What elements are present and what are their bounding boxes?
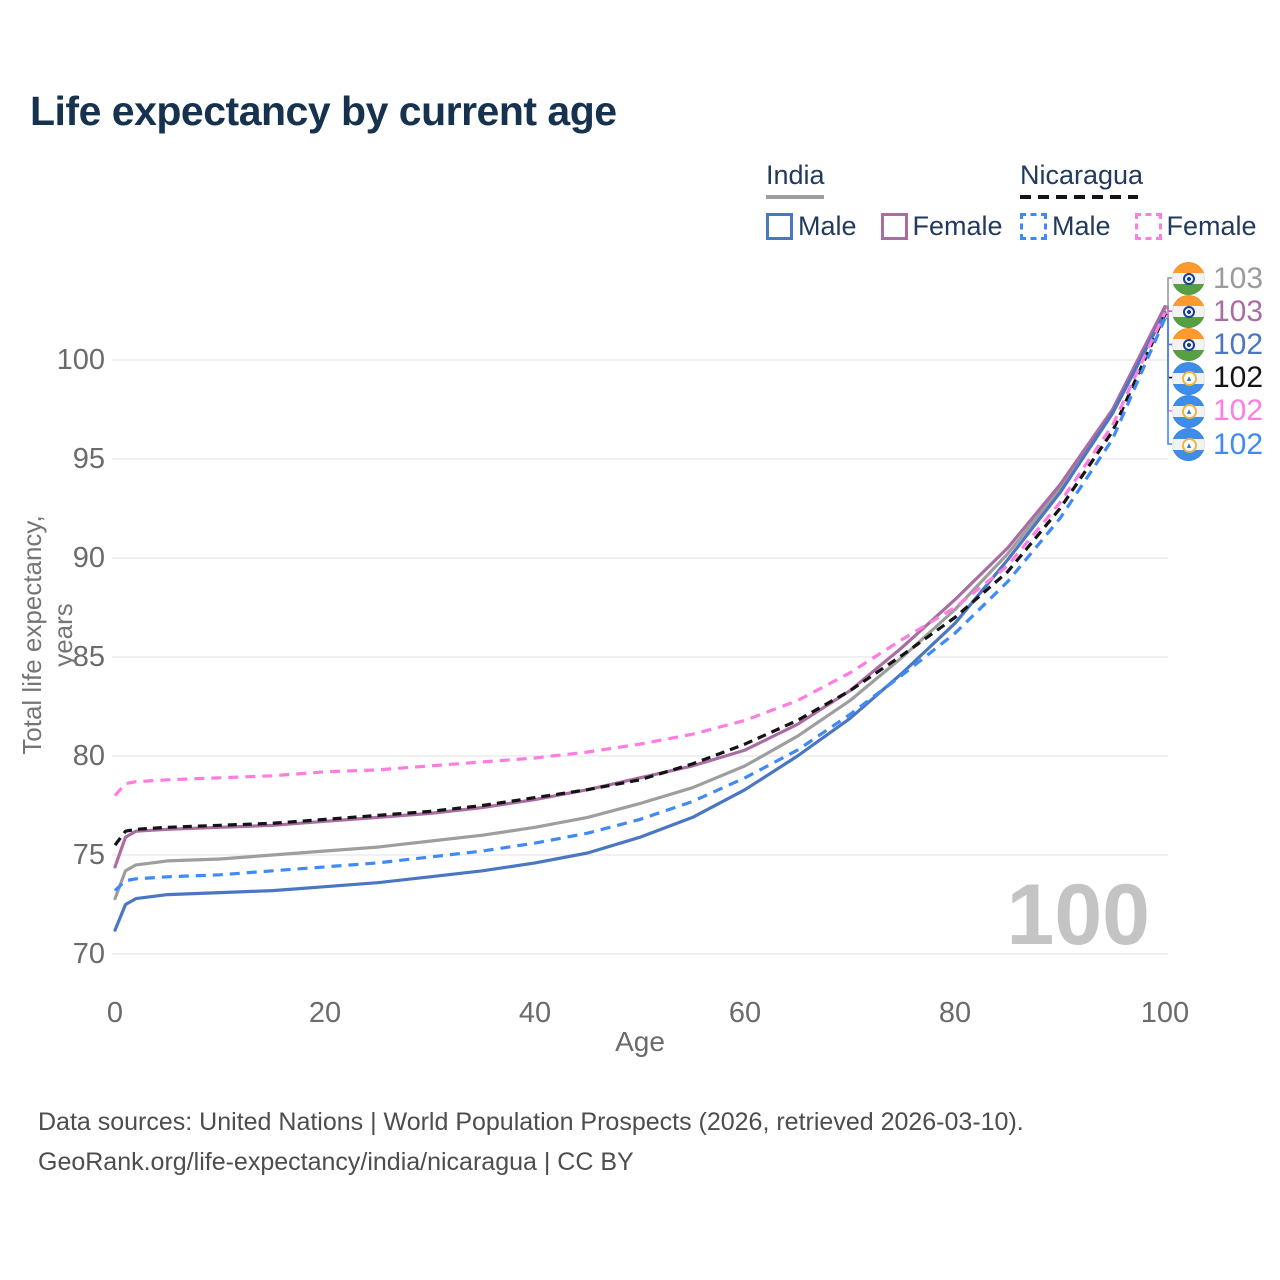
- line-nicaragua-male: [113, 317, 1167, 892]
- y-tick-label-95: 95: [72, 443, 105, 475]
- end-label-value: 103: [1213, 261, 1264, 295]
- age-watermark: 100: [1006, 867, 1151, 963]
- nicaragua-line-style-swatch: [1020, 195, 1138, 199]
- legend-item-nicaragua-female[interactable]: Female: [1134, 211, 1257, 242]
- footer-source-line: Data sources: United Nations | World Pop…: [38, 1108, 1024, 1136]
- leader-line-india-female: [1166, 305, 1173, 312]
- nicaragua-flag-icon: [1172, 428, 1205, 461]
- x-tick-label-20: 20: [308, 997, 342, 1029]
- x-tick-label-0: 0: [106, 997, 124, 1029]
- legend-item-label: Male: [798, 211, 857, 241]
- legend-item-india-male[interactable]: Male: [766, 211, 857, 242]
- line-india: [113, 306, 1167, 901]
- legend-item-india-female[interactable]: Female: [880, 211, 1003, 242]
- legend-item-label: Female: [1166, 211, 1257, 241]
- x-tick-label-100: 100: [1140, 997, 1190, 1029]
- end-label-row: 102: [1172, 394, 1263, 428]
- end-label-value: 103: [1213, 294, 1264, 328]
- nicaragua-flag-icon: [1172, 361, 1205, 395]
- nicaragua-flag-icon: [1172, 394, 1205, 428]
- line-nicaragua: [113, 313, 1167, 847]
- end-label-row: 103: [1172, 295, 1263, 329]
- x-tick-label-40: 40: [518, 997, 552, 1029]
- page-title: Life expectancy by current age: [30, 88, 617, 134]
- end-label-value: 102: [1213, 394, 1264, 428]
- india-male-swatch: [766, 213, 793, 240]
- line-india-female: [113, 304, 1167, 869]
- x-axis-title: Age: [615, 1026, 665, 1057]
- y-tick-label-100: 100: [56, 344, 105, 376]
- india-flag-icon: [1172, 295, 1205, 329]
- nicaragua-male-swatch: [1020, 213, 1047, 240]
- end-label-value: 102: [1213, 327, 1264, 361]
- legend-group-india: India Male Female: [766, 160, 1027, 242]
- leader-line-nicaragua-male: [1166, 317, 1173, 445]
- end-label-row: 103: [1172, 262, 1263, 296]
- legend-country-nicaragua: Nicaragua: [1020, 160, 1144, 190]
- india-female-swatch: [880, 213, 908, 240]
- x-tick-label-80: 80: [938, 997, 972, 1029]
- y-tick-label-80: 80: [72, 740, 105, 772]
- india-flag-icon: [1172, 328, 1205, 362]
- legend-country-india: India: [766, 160, 825, 190]
- nicaragua-female-swatch: [1134, 213, 1162, 240]
- end-label-row: 102: [1172, 428, 1263, 462]
- y-tick-label-90: 90: [72, 542, 105, 574]
- line-nicaragua-female: [113, 311, 1167, 797]
- end-label-value: 102: [1213, 361, 1264, 395]
- legend-item-label: Female: [912, 211, 1003, 241]
- leader-line-india: [1166, 277, 1173, 310]
- y-axis-title: Total life expectancy, years: [17, 515, 78, 755]
- footer-url-line: GeoRank.org/life-expectancy/india/nicara…: [38, 1148, 634, 1176]
- x-tick-label-60: 60: [728, 997, 762, 1029]
- end-label-value: 102: [1213, 427, 1264, 461]
- india-line-style-swatch: [766, 195, 824, 199]
- y-tick-label-75: 75: [72, 839, 105, 871]
- legend-group-nicaragua: Nicaragua Male Female: [1020, 160, 1280, 242]
- y-tick-label-70: 70: [72, 938, 105, 970]
- end-label-row: 102: [1172, 361, 1263, 395]
- legend-item-nicaragua-male[interactable]: Male: [1020, 211, 1111, 242]
- legend-item-label: Male: [1052, 211, 1111, 241]
- line-india-male: [113, 310, 1167, 932]
- india-flag-icon: [1172, 262, 1205, 295]
- y-tick-label-85: 85: [72, 641, 105, 673]
- end-label-row: 102: [1172, 328, 1263, 362]
